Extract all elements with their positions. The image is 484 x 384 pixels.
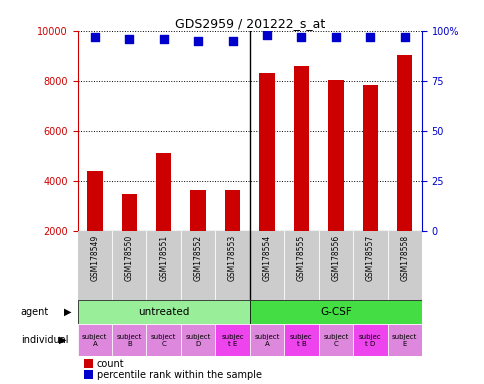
Point (262, 31, 270, 38)
Text: ▶: ▶ (59, 335, 66, 345)
Text: GSM178550: GSM178550 (124, 235, 134, 281)
Bar (77, 324, 112, 356)
Point (331, 34, 339, 40)
Point (125, 36, 133, 42)
Point (297, 34, 305, 40)
Bar (112, 324, 146, 356)
Text: GSM178556: GSM178556 (331, 235, 340, 281)
Bar (146, 324, 181, 356)
Text: subject
C: subject C (322, 334, 348, 347)
Point (194, 38, 201, 44)
Text: GSM178557: GSM178557 (365, 235, 374, 281)
Bar (121, 194, 136, 231)
Text: GSM178554: GSM178554 (262, 235, 271, 281)
Text: subject
A: subject A (82, 334, 107, 347)
Text: GSM178551: GSM178551 (159, 235, 168, 281)
Bar (84, 359, 93, 368)
Bar (387, 324, 421, 356)
Text: GSM178555: GSM178555 (296, 235, 305, 281)
Text: count: count (96, 359, 124, 369)
Text: subjec
t B: subjec t B (289, 334, 312, 347)
Text: subjec
t D: subjec t D (358, 334, 381, 347)
Bar (156, 154, 171, 231)
Bar (352, 324, 387, 356)
Point (400, 34, 408, 40)
Bar (77, 300, 249, 324)
Text: subject
C: subject C (151, 334, 176, 347)
Bar (293, 66, 308, 231)
Bar (215, 324, 249, 356)
Text: subject
A: subject A (254, 334, 279, 347)
Text: GSM178552: GSM178552 (193, 235, 202, 281)
Text: subject
B: subject B (116, 334, 142, 347)
Text: percentile rank within the sample: percentile rank within the sample (96, 370, 261, 380)
Text: individual: individual (21, 335, 68, 345)
Text: subject
D: subject D (185, 334, 211, 347)
Text: GSM178558: GSM178558 (399, 235, 408, 281)
Text: ▶: ▶ (64, 307, 71, 317)
Bar (362, 84, 377, 231)
Bar (396, 55, 411, 231)
Bar (318, 324, 352, 356)
Bar (249, 324, 284, 356)
Bar (84, 370, 93, 379)
Point (91, 34, 99, 40)
Text: subjec
t E: subjec t E (221, 334, 243, 347)
Text: GSM178549: GSM178549 (90, 235, 99, 281)
Bar (87, 171, 102, 231)
Bar (181, 324, 215, 356)
Point (228, 38, 236, 44)
Title: GDS2959 / 201222_s_at: GDS2959 / 201222_s_at (174, 17, 324, 30)
Text: agent: agent (21, 307, 49, 317)
Text: untreated: untreated (138, 307, 189, 317)
Bar (284, 324, 318, 356)
Point (160, 36, 167, 42)
Bar (190, 190, 205, 231)
Point (366, 34, 374, 40)
Text: GSM178553: GSM178553 (227, 235, 237, 281)
Text: G-CSF: G-CSF (319, 307, 351, 317)
Bar (249, 300, 421, 324)
Bar (259, 73, 274, 231)
Text: subject
E: subject E (391, 334, 417, 347)
Bar (328, 79, 343, 231)
Bar (225, 190, 240, 231)
